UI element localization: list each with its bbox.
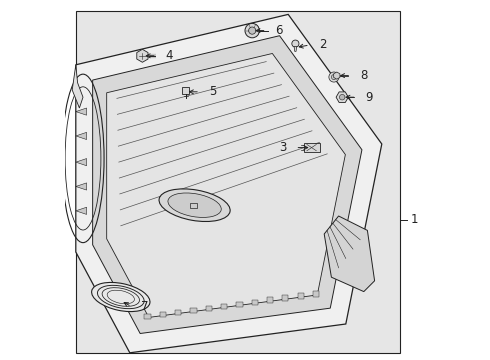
Polygon shape <box>206 306 212 311</box>
Polygon shape <box>294 46 297 51</box>
Polygon shape <box>76 14 382 353</box>
Polygon shape <box>76 11 400 353</box>
Polygon shape <box>191 308 196 313</box>
Circle shape <box>248 27 256 34</box>
Text: 8: 8 <box>360 69 368 82</box>
Polygon shape <box>221 303 227 309</box>
Text: 9: 9 <box>366 91 373 104</box>
Polygon shape <box>297 293 304 299</box>
Polygon shape <box>304 143 319 152</box>
Polygon shape <box>76 108 87 115</box>
Polygon shape <box>236 302 243 307</box>
Polygon shape <box>107 54 345 318</box>
Ellipse shape <box>92 283 150 311</box>
Polygon shape <box>324 216 374 292</box>
Polygon shape <box>72 65 83 108</box>
Polygon shape <box>76 183 87 190</box>
Text: 4: 4 <box>166 49 173 62</box>
Polygon shape <box>182 87 190 94</box>
Circle shape <box>331 75 337 80</box>
Polygon shape <box>252 300 258 305</box>
Circle shape <box>245 23 259 38</box>
Ellipse shape <box>159 189 230 221</box>
Text: 5: 5 <box>209 85 217 98</box>
Polygon shape <box>336 92 348 103</box>
Polygon shape <box>93 36 362 333</box>
Ellipse shape <box>168 193 221 217</box>
Circle shape <box>329 72 339 82</box>
Polygon shape <box>76 132 87 140</box>
Circle shape <box>340 94 345 100</box>
Text: 7: 7 <box>141 300 148 313</box>
Polygon shape <box>334 72 340 79</box>
Polygon shape <box>313 291 319 297</box>
Circle shape <box>292 40 299 47</box>
Polygon shape <box>137 49 148 62</box>
Text: 1: 1 <box>411 213 418 226</box>
Polygon shape <box>160 312 166 317</box>
Polygon shape <box>145 314 150 319</box>
Polygon shape <box>175 310 181 315</box>
Polygon shape <box>282 296 289 301</box>
Polygon shape <box>76 207 87 215</box>
Text: 3: 3 <box>279 141 286 154</box>
Text: 6: 6 <box>275 24 283 37</box>
Text: 2: 2 <box>319 39 326 51</box>
Polygon shape <box>267 297 273 303</box>
Polygon shape <box>76 158 87 166</box>
